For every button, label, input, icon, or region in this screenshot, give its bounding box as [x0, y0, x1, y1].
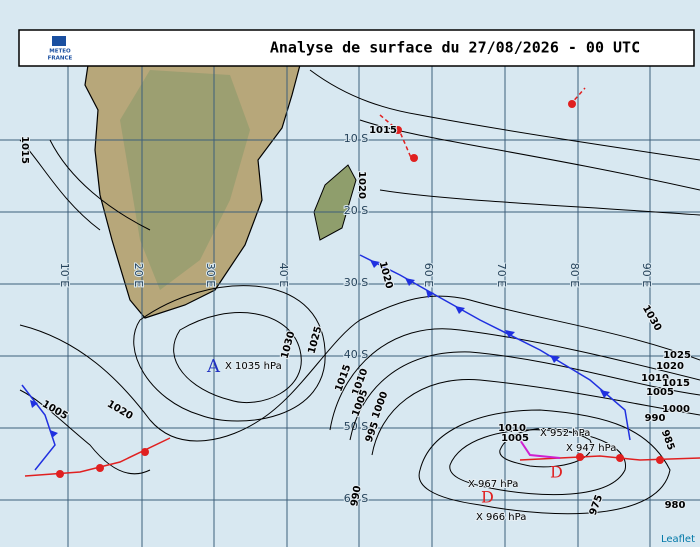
longitude-label: 20 E: [132, 263, 145, 287]
latitude-label: 50 S: [344, 420, 368, 433]
attribution[interactable]: Leaflet: [661, 534, 695, 545]
latitude-label: 60 S: [344, 492, 368, 505]
map-title: Analyse de surface du 27/08/2026 - 00 UT…: [270, 39, 640, 57]
latitude-label: 10 S: [344, 132, 368, 145]
isobar-label: 1025: [663, 350, 691, 361]
isobar-label: 1010: [641, 373, 669, 384]
logo-mark: [52, 36, 66, 46]
longitude-label: 90 E: [640, 263, 653, 287]
center-label: X 952 hPa: [540, 428, 590, 439]
longitude-label: 30 E: [204, 263, 217, 287]
isobar-label: 1005: [646, 387, 674, 398]
isobar-label: 1015: [19, 136, 30, 164]
fronts: [21, 87, 700, 478]
logo-text: FRANCE: [48, 56, 73, 62]
isobar-label: 980: [665, 500, 686, 511]
longitude-label: 60 E: [422, 263, 435, 287]
isobar-label: 1005: [501, 433, 529, 444]
center-label: X 967 hPa: [468, 479, 518, 490]
center-label: X 947 hPa: [566, 443, 616, 454]
logo-text: METEO: [49, 49, 71, 55]
longitude-label: 70 E: [495, 263, 508, 287]
isobar-label: 1000: [662, 404, 690, 415]
latitude-label: 40 S: [344, 348, 368, 361]
center-label: X 1035 hPa: [225, 361, 282, 372]
isobar-label: 1010: [498, 423, 526, 434]
longitude-label: 10 E: [58, 263, 71, 287]
high-symbol: A: [206, 356, 221, 377]
latitude-label: 30 S: [344, 276, 368, 289]
low-symbol: D: [550, 463, 563, 482]
isobars: [19, 69, 700, 515]
africa-highland: [120, 70, 250, 290]
low-symbol: D: [481, 488, 494, 507]
longitude-label: 80 E: [568, 263, 581, 287]
isobar-label: 1015: [369, 125, 397, 136]
isobar-label: 1020: [656, 361, 684, 372]
center-label: X 966 hPa: [476, 512, 526, 523]
isobar-label: 1015: [662, 378, 690, 389]
isobar-label: 990: [349, 485, 363, 508]
isobar-label: 1020: [356, 171, 367, 199]
latitude-label: 20 S: [344, 204, 368, 217]
header-box: [18, 29, 695, 67]
longitude-label: 40 E: [277, 263, 290, 287]
isobar-label: 990: [645, 413, 666, 424]
